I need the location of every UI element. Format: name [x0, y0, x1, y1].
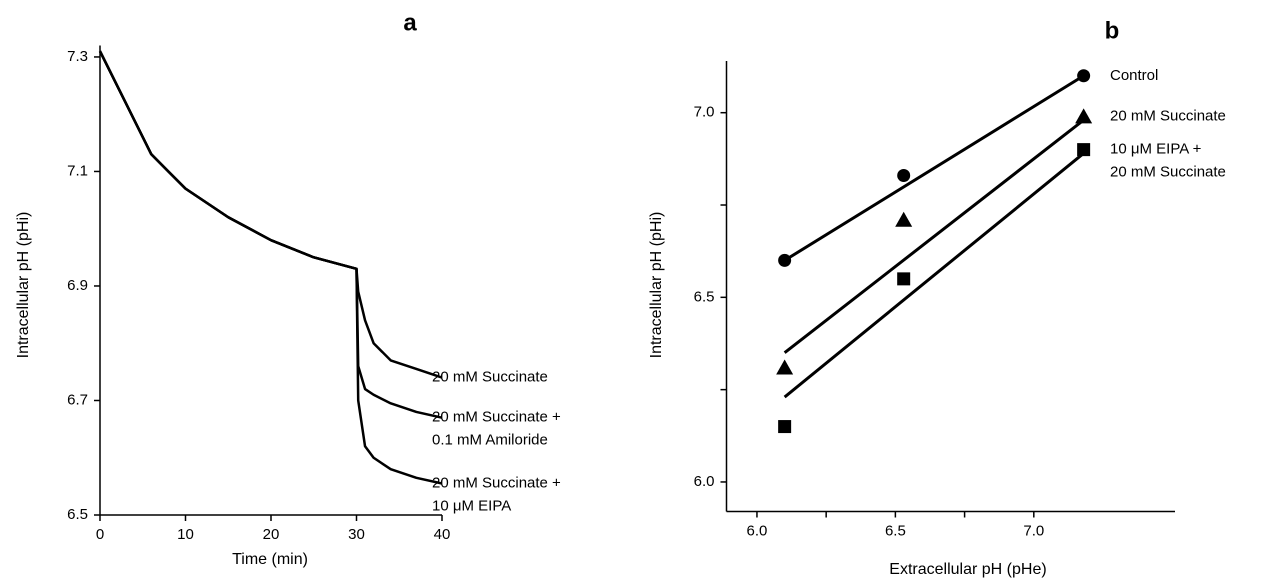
series-label: 20 mM Succinate +10 μM EIPA — [432, 474, 561, 514]
point — [778, 253, 792, 267]
series-label: 20 mM Succinate — [1110, 107, 1226, 124]
y-axis-label: Intracellular pH (pHi) — [648, 212, 665, 359]
series-label: Control — [1110, 67, 1158, 84]
x-axis-label: Time (min) — [232, 551, 308, 568]
fit-line — [783, 118, 1085, 354]
point — [895, 211, 913, 227]
point — [778, 420, 792, 434]
x-tick-label: 20 — [263, 526, 280, 543]
x-tick-label: 6.0 — [747, 522, 768, 539]
data-line — [98, 50, 443, 379]
y-tick-label: 6.5 — [67, 506, 88, 523]
y-tick-label: 7.1 — [67, 162, 88, 179]
point — [897, 272, 911, 286]
y-tick-label: 6.7 — [67, 391, 88, 408]
point — [1077, 69, 1091, 83]
point — [776, 359, 794, 375]
series-label: 10 μM EIPA +20 mM Succinate — [1110, 141, 1226, 181]
panel-title: b — [1105, 17, 1120, 44]
panel-title: a — [403, 9, 417, 36]
y-axis-label: Intracellular pH (pHi) — [15, 212, 32, 359]
y-tick-label: 6.9 — [67, 277, 88, 294]
y-tick-label: 6.0 — [694, 473, 715, 490]
y-tick-label: 7.0 — [694, 104, 715, 121]
data-line — [98, 50, 443, 419]
x-tick-label: 30 — [348, 526, 365, 543]
point — [1075, 108, 1093, 124]
x-tick-label: 6.5 — [885, 522, 906, 539]
fit-line — [783, 74, 1085, 262]
series-label: 20 mM Succinate — [432, 369, 548, 386]
x-tick-label: 0 — [96, 526, 104, 543]
y-tick-label: 6.5 — [694, 288, 715, 305]
x-tick-label: 7.0 — [1023, 522, 1044, 539]
x-axis-label: Extracellular pH (pHe) — [889, 561, 1046, 578]
series-label: 20 mM Succinate +0.1 mM Amiloride — [432, 409, 561, 449]
point — [897, 168, 911, 182]
y-tick-label: 7.3 — [67, 48, 88, 65]
x-tick-label: 10 — [177, 526, 194, 543]
data-line — [98, 50, 443, 485]
x-tick-label: 40 — [434, 526, 451, 543]
fit-line — [783, 152, 1085, 399]
point — [1077, 143, 1091, 157]
